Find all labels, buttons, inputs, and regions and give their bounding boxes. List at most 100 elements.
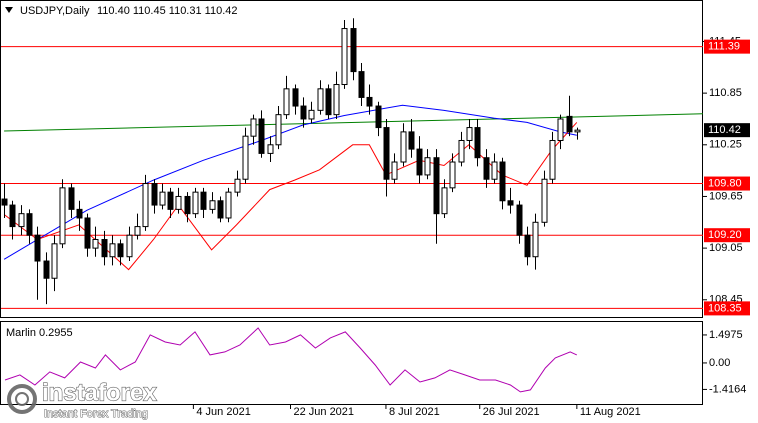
x-tick-label: 22 Jun 2021 <box>293 406 354 418</box>
candle-body <box>117 243 124 258</box>
candle-body <box>308 109 315 120</box>
candle-body <box>151 183 158 206</box>
level-label-box <box>704 39 750 54</box>
candle-body <box>566 115 573 133</box>
candle-body <box>416 148 423 176</box>
candle-body <box>325 88 332 116</box>
candle-body <box>217 200 224 219</box>
candle-body <box>341 28 348 86</box>
watermark-brand: instaforex <box>42 379 157 406</box>
candle-body <box>549 139 556 180</box>
y-tick-label: 0.00 <box>709 357 730 369</box>
y-tick-label: 1.4975 <box>709 329 743 341</box>
candle-body <box>383 127 390 180</box>
candle-body <box>391 161 398 180</box>
indicator-title: Marlin 0.2955 <box>6 327 73 339</box>
candle-body <box>458 139 465 163</box>
candle-body <box>483 157 490 180</box>
candle-body <box>283 88 290 116</box>
candle-body <box>51 243 58 279</box>
candle-body <box>433 157 440 215</box>
watermark-logo <box>7 384 37 414</box>
candle-body <box>234 178 241 193</box>
candle-body <box>192 191 199 215</box>
candle-body <box>267 144 274 154</box>
candle-body <box>225 191 232 219</box>
indicator-line <box>4 327 578 393</box>
candle-body <box>200 191 207 210</box>
y-tick-label: 109.05 <box>709 242 743 254</box>
candle-body <box>258 118 265 154</box>
level-label-box <box>704 176 750 191</box>
candle-body <box>557 118 564 141</box>
candle-body <box>209 200 216 210</box>
candle-body <box>524 234 531 258</box>
last-price-box <box>704 123 750 138</box>
candle-body <box>358 71 365 98</box>
candle-body <box>92 239 99 249</box>
moving-average <box>3 104 577 260</box>
candle-body <box>507 200 514 206</box>
candle-body <box>333 84 340 116</box>
candle-body <box>68 187 75 210</box>
candle-body <box>532 221 539 258</box>
candle-body <box>84 217 91 249</box>
y-tick-label: 110.85 <box>709 87 742 99</box>
candle-body <box>18 213 25 228</box>
x-tick-label: 11 Aug 2021 <box>580 406 641 418</box>
candle-body <box>250 118 257 137</box>
candle-body <box>541 178 548 223</box>
candle-body <box>167 191 174 210</box>
candle-body <box>375 105 382 129</box>
candle-body <box>499 161 506 202</box>
candle-body <box>34 234 41 262</box>
x-tick-label: 8 Jul 2021 <box>389 406 440 418</box>
y-tick-label: 109.65 <box>709 190 743 202</box>
candle-body <box>9 204 16 228</box>
moving-average <box>3 122 578 271</box>
candle-body <box>366 96 373 107</box>
level-label: 109.20 <box>708 229 742 241</box>
candle-body <box>491 161 498 180</box>
candle-body <box>184 195 191 215</box>
watermark-tagline: Instant Forex Trading <box>44 408 148 420</box>
candle-body <box>516 204 523 236</box>
candle-body <box>43 260 50 279</box>
candle-body <box>474 127 481 159</box>
level-label: 108.35 <box>708 302 742 314</box>
candle-body <box>134 226 141 236</box>
candle-body <box>275 114 282 146</box>
candle-body <box>574 129 581 133</box>
y-tick-label: -1.4164 <box>709 383 746 395</box>
candle-body <box>101 239 108 258</box>
level-label-box <box>704 228 750 243</box>
level-label: 111.39 <box>708 41 740 53</box>
last-price-label: 110.42 <box>708 124 741 136</box>
watermark-logo-inner <box>15 392 29 406</box>
symbol-title: USDJPY,Daily <box>20 5 90 17</box>
candle-body <box>1 198 8 206</box>
menu-arrow <box>5 7 13 13</box>
candle-body <box>317 88 324 111</box>
candle-body <box>441 187 448 215</box>
indicator-frame <box>0 321 703 405</box>
candle-body <box>175 195 182 210</box>
candle-body <box>292 88 299 107</box>
candle-body <box>76 208 83 219</box>
moving-average <box>4 113 704 132</box>
ohlc-label: 110.40 110.45 110.31 110.42 <box>97 5 237 17</box>
candle-body <box>300 105 307 120</box>
candle-body <box>159 191 166 206</box>
candle-body <box>350 28 357 73</box>
x-tick-label: 4 Jun 2021 <box>196 406 250 418</box>
candle-body <box>408 131 415 150</box>
x-tick-label: 26 Jul 2021 <box>483 406 540 418</box>
candle-body <box>424 157 431 176</box>
level-label: 109.80 <box>708 177 742 189</box>
candle-body <box>449 161 456 189</box>
candle-body <box>126 234 133 258</box>
candle-body <box>400 131 407 163</box>
candle-body <box>26 213 33 236</box>
candle-body <box>109 243 116 258</box>
